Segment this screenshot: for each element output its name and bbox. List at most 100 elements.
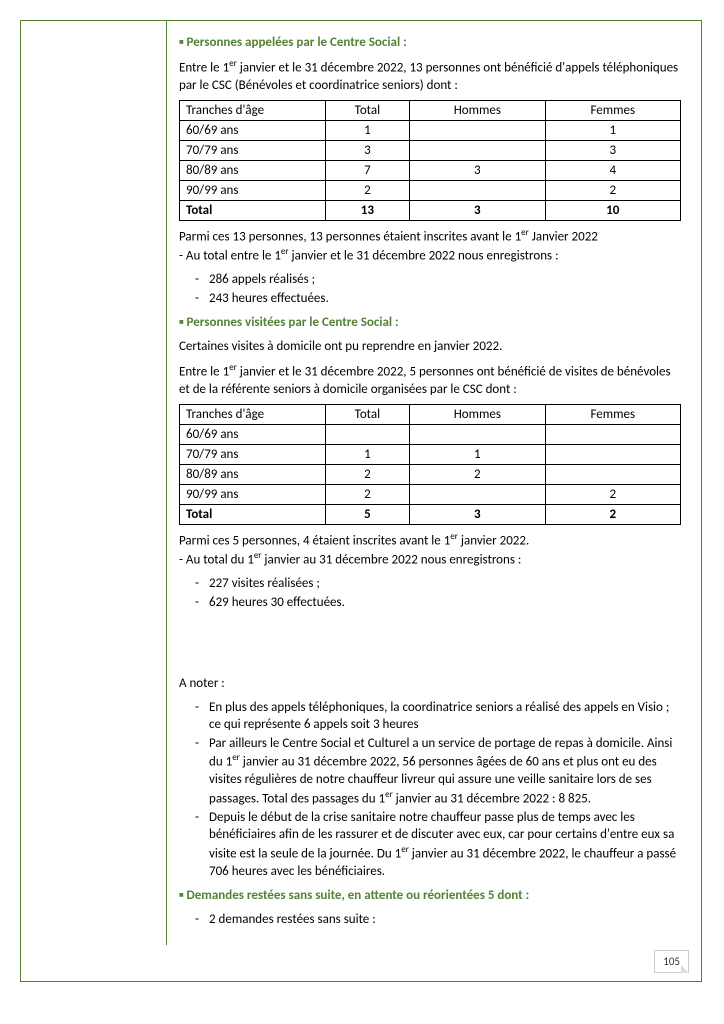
cell: 60/69 ans (180, 121, 326, 141)
th: Femmes (545, 405, 680, 425)
sup: er (450, 531, 458, 542)
content-column: Personnes appelées par le Centre Social … (166, 21, 701, 945)
section2-title: Personnes visitées par le Centre Social … (179, 315, 681, 330)
sup: er (521, 227, 529, 238)
table-row: 90/99 ans22 (180, 485, 681, 505)
text: Entre le 1 (179, 60, 229, 75)
cell (410, 425, 545, 445)
cell: 80/89 ans (180, 465, 326, 485)
cell: 2 (410, 465, 545, 485)
table1: Tranches d'âge Total Hommes Femmes 60/69… (179, 100, 681, 221)
sup: er (401, 844, 409, 855)
cell: 2 (325, 485, 410, 505)
list-item: 227 visites réalisées ; (209, 575, 681, 593)
table-row: 80/89 ans734 (180, 161, 681, 181)
cell: 90/99 ans (180, 485, 326, 505)
cell: 10 (545, 201, 680, 221)
cell (410, 141, 545, 161)
th: Tranches d'âge (180, 405, 326, 425)
table-row: 60/69 ans11 (180, 121, 681, 141)
cell: 2 (545, 181, 680, 201)
text: janvier au 31 décembre 2022 nous enregis… (261, 552, 521, 567)
cell: 13 (325, 201, 410, 221)
cell: 1 (545, 121, 680, 141)
table-row: 60/69 ans (180, 425, 681, 445)
text: janvier et le 31 décembre 2022 nous enre… (289, 249, 559, 264)
cell: 3 (410, 161, 545, 181)
sup: er (229, 362, 237, 373)
cell: 3 (410, 201, 545, 221)
section2-after: Parmi ces 5 personnes, 4 étaient inscrit… (179, 531, 681, 569)
text: - Au total entre le 1 (179, 249, 281, 264)
cell (545, 425, 680, 445)
document-page: Personnes appelées par le Centre Social … (20, 20, 702, 982)
cell: 3 (545, 141, 680, 161)
th: Total (325, 405, 410, 425)
section1-after: Parmi ces 13 personnes, 13 personnes éta… (179, 227, 681, 265)
cell (410, 181, 545, 201)
th: Total (325, 101, 410, 121)
cell: 1 (325, 445, 410, 465)
section2-intro1: Certaines visites à domicile ont pu repr… (179, 338, 681, 356)
section3-title: Demandes restées sans suite, en attente … (179, 888, 681, 903)
list-item: 243 heures effectuées. (209, 290, 681, 308)
text: En plus des appels téléphoniques, la coo… (209, 700, 669, 733)
cell (545, 465, 680, 485)
cell: Total (180, 201, 326, 221)
text: Janvier 2022 (529, 230, 598, 245)
cell: 2 (325, 181, 410, 201)
section2-bullets: 227 visites réalisées ; 629 heures 30 ef… (179, 575, 681, 611)
cell: 1 (325, 121, 410, 141)
sup: er (281, 246, 289, 257)
list-item: Depuis le début de la crise sanitaire no… (209, 809, 681, 881)
table-total-row: Total532 (180, 505, 681, 525)
table-row: 90/99 ans22 (180, 181, 681, 201)
section2-intro2: Entre le 1er janvier et le 31 décembre 2… (179, 362, 681, 398)
th: Femmes (545, 101, 680, 121)
section3-bullets: 2 demandes restées sans suite : (179, 911, 681, 929)
th: Tranches d'âge (180, 101, 326, 121)
text: Entre le 1 (179, 364, 229, 379)
table-row: 80/89 ans22 (180, 465, 681, 485)
spacer (179, 619, 681, 669)
text: janvier et le 31 décembre 2022, 13 perso… (179, 60, 678, 93)
th: Hommes (410, 405, 545, 425)
table-total-row: Total13310 (180, 201, 681, 221)
table-header-row: Tranches d'âge Total Hommes Femmes (180, 101, 681, 121)
cell: 80/89 ans (180, 161, 326, 181)
cell: 7 (325, 161, 410, 181)
section1-intro: Entre le 1er janvier et le 31 décembre 2… (179, 58, 681, 94)
list-item: Par ailleurs le Centre Social et Culture… (209, 735, 681, 808)
th: Hommes (410, 101, 545, 121)
table-row: 70/79 ans33 (180, 141, 681, 161)
cell: 3 (410, 505, 545, 525)
notes-title: A noter : (179, 675, 681, 693)
list-item: 629 heures 30 effectuées. (209, 594, 681, 612)
sup: er (229, 58, 237, 69)
list-item: 2 demandes restées sans suite : (209, 911, 681, 929)
table2: Tranches d'âge Total Hommes Femmes 60/69… (179, 404, 681, 525)
text: janvier 2022. (458, 534, 529, 549)
cell (545, 445, 680, 465)
cell: Total (180, 505, 326, 525)
section1-bullets: 286 appels réalisés ; 243 heures effectu… (179, 271, 681, 307)
cell: 3 (325, 141, 410, 161)
section1-title: Personnes appelées par le Centre Social … (179, 35, 681, 50)
cell: 60/69 ans (180, 425, 326, 445)
cell: 90/99 ans (180, 181, 326, 201)
cell (325, 425, 410, 445)
sup: er (385, 789, 393, 800)
list-item: En plus des appels téléphoniques, la coo… (209, 699, 681, 734)
cell: 2 (545, 505, 680, 525)
text: - Au total du 1 (179, 552, 254, 567)
list-item: 286 appels réalisés ; (209, 271, 681, 289)
cell: 70/79 ans (180, 141, 326, 161)
cell (410, 485, 545, 505)
notes-list: En plus des appels téléphoniques, la coo… (179, 699, 681, 880)
cell: 2 (325, 465, 410, 485)
page-number: 105 (654, 950, 689, 973)
cell: 70/79 ans (180, 445, 326, 465)
text: Parmi ces 5 personnes, 4 étaient inscrit… (179, 534, 450, 549)
table-header-row: Tranches d'âge Total Hommes Femmes (180, 405, 681, 425)
table-row: 70/79 ans11 (180, 445, 681, 465)
